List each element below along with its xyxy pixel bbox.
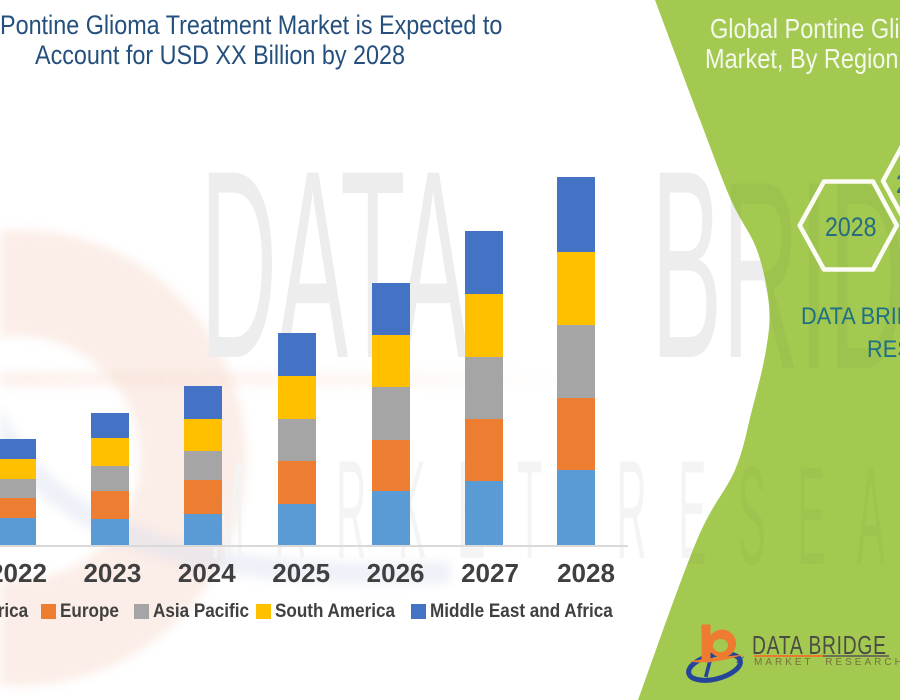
svg-text:MARKET RESEARCH: MARKET RESEARCH (210, 437, 900, 594)
svg-text:DATA: DATA (200, 126, 469, 426)
svg-text:BRIDGE: BRIDGE (651, 126, 900, 426)
